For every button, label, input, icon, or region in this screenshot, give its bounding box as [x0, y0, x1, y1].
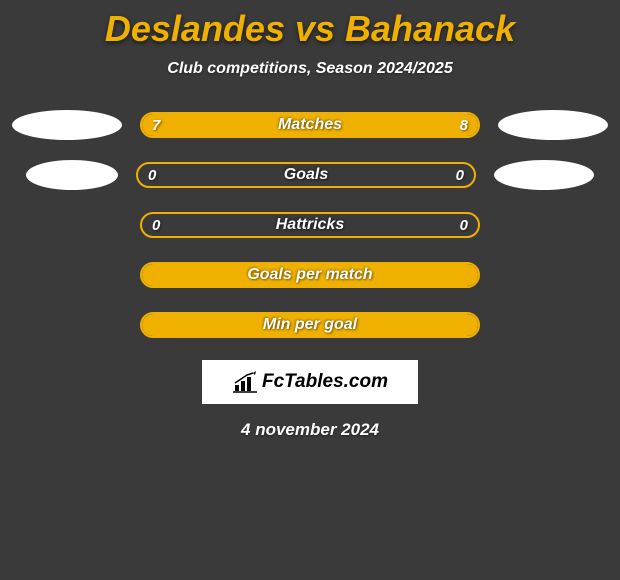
bar-label: Min per goal — [263, 316, 357, 334]
row-goals: 0 Goals 0 — [0, 160, 620, 190]
bar-fill-left — [142, 114, 300, 136]
row-min-per-goal: Min per goal — [0, 310, 620, 340]
left-ellipse — [12, 110, 122, 140]
right-value: 0 — [456, 167, 464, 184]
row-hattricks: 0 Hattricks 0 — [0, 210, 620, 240]
bar-label: Hattricks — [276, 216, 344, 234]
right-ellipse — [498, 110, 608, 140]
logo-text: FcTables.com — [262, 371, 388, 393]
right-value: 8 — [460, 117, 468, 134]
page-title: Deslandes vs Bahanack — [0, 0, 620, 50]
row-goals-per-match: Goals per match — [0, 260, 620, 290]
left-value: 0 — [148, 167, 156, 184]
bar-label: Goals per match — [247, 266, 372, 284]
date: 4 november 2024 — [0, 420, 620, 440]
left-value: 7 — [152, 117, 160, 134]
right-value: 0 — [460, 217, 468, 234]
stat-bar: Goals per match — [140, 262, 480, 288]
right-ellipse — [494, 160, 594, 190]
bar-label: Goals — [284, 166, 328, 184]
stat-bar: 0 Goals 0 — [136, 162, 476, 188]
comparison-rows: 7 Matches 8 0 Goals 0 0 Hattricks 0 — [0, 110, 620, 340]
stat-bar: 7 Matches 8 — [140, 112, 480, 138]
left-ellipse — [26, 160, 118, 190]
left-value: 0 — [152, 217, 160, 234]
row-matches: 7 Matches 8 — [0, 110, 620, 140]
stat-bar: Min per goal — [140, 312, 480, 338]
subtitle: Club competitions, Season 2024/2025 — [0, 60, 620, 78]
stat-bar: 0 Hattricks 0 — [140, 212, 480, 238]
logo-box: FcTables.com — [202, 360, 418, 404]
bar-chart-icon — [232, 371, 258, 393]
bar-label: Matches — [278, 116, 342, 134]
